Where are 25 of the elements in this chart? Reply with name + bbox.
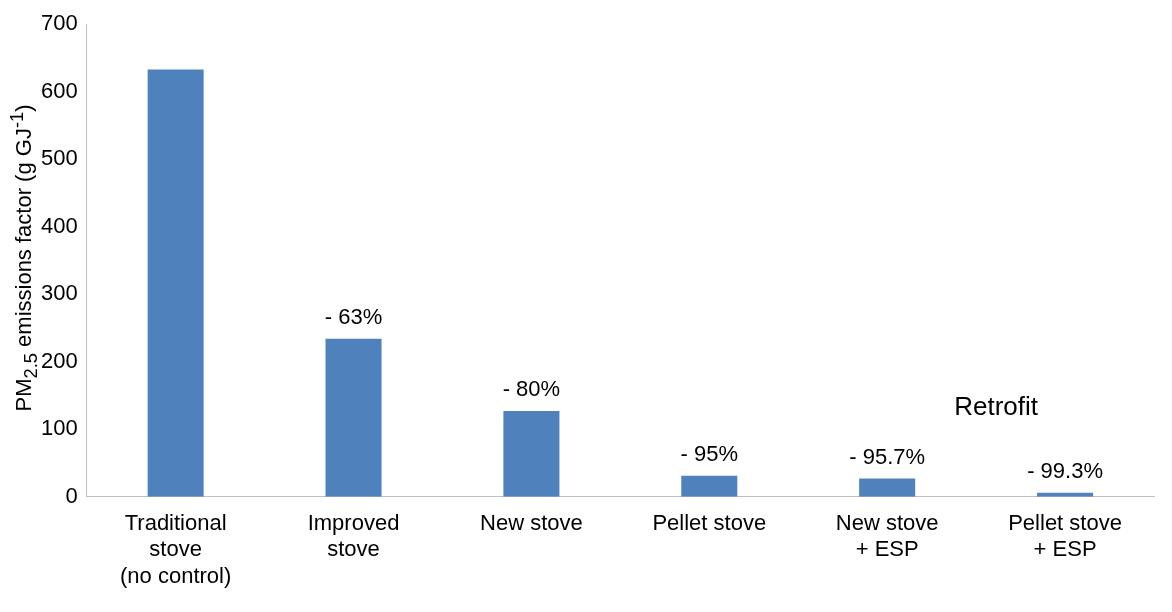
bar (681, 475, 738, 497)
y-tick-label: 300 (40, 280, 78, 306)
y-tick-label: 500 (40, 145, 78, 171)
bar (147, 69, 204, 497)
y-tick-label: 400 (40, 212, 78, 238)
y-tick-label: 0 (65, 482, 78, 508)
x-tick-label: Pellet stove + ESP (1008, 510, 1122, 562)
y-tick-label: 600 (40, 77, 78, 103)
x-tick-label: Improved stove (307, 510, 400, 562)
y-tick-label: 700 (40, 10, 78, 36)
y-tick-label: 200 (40, 347, 78, 373)
bar (859, 478, 916, 497)
bar (503, 411, 560, 497)
annotation: - 63% (324, 303, 383, 329)
y-tick-label: 100 (40, 415, 78, 441)
bar (325, 338, 382, 497)
x-tick-label: Pellet stove (652, 510, 767, 536)
annotation: - 95.7% (849, 443, 926, 469)
x-tick-label: New stove (480, 510, 583, 536)
annotation: - 99.3% (1027, 457, 1103, 483)
annotation: - 95% (680, 440, 739, 466)
annotation: - 80% (502, 376, 561, 402)
x-tick-label: New stove + ESP (835, 510, 939, 562)
annotation: Retrofit (954, 391, 1039, 422)
x-tick-label: Traditional stove (no control) (120, 510, 232, 588)
